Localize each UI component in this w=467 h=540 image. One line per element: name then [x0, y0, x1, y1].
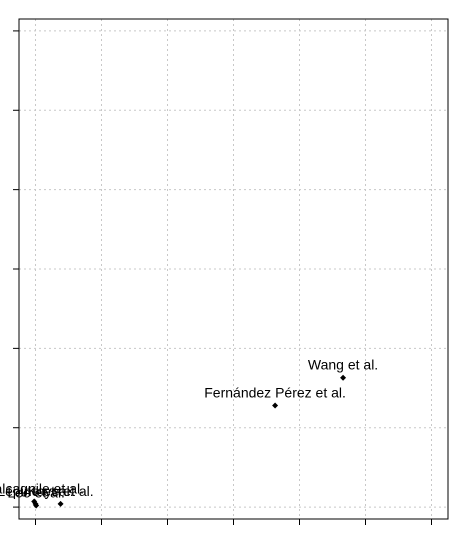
point-label-1: Fernández Pérez et al. [204, 385, 346, 401]
axis-ticks [13, 30, 432, 525]
plot-frame [18, 18, 449, 520]
point-label-5: Kaye et al. [28, 483, 94, 499]
data-point-0 [340, 374, 347, 381]
point-labels: Wang et al. Fernández Pérez et al. Calcagn… [0, 357, 378, 501]
data-points [31, 374, 347, 509]
point-label-0: Wang et al. [308, 357, 378, 373]
point-label-3: Lépine et al. [0, 483, 74, 499]
data-point-4 [33, 502, 40, 509]
data-point-5 [57, 500, 64, 507]
point-label-2: Calcagnile et al. [0, 481, 84, 497]
data-point-1 [272, 402, 279, 409]
grid-lines [19, 19, 448, 519]
point-label-4: Lee et al. [7, 485, 65, 501]
